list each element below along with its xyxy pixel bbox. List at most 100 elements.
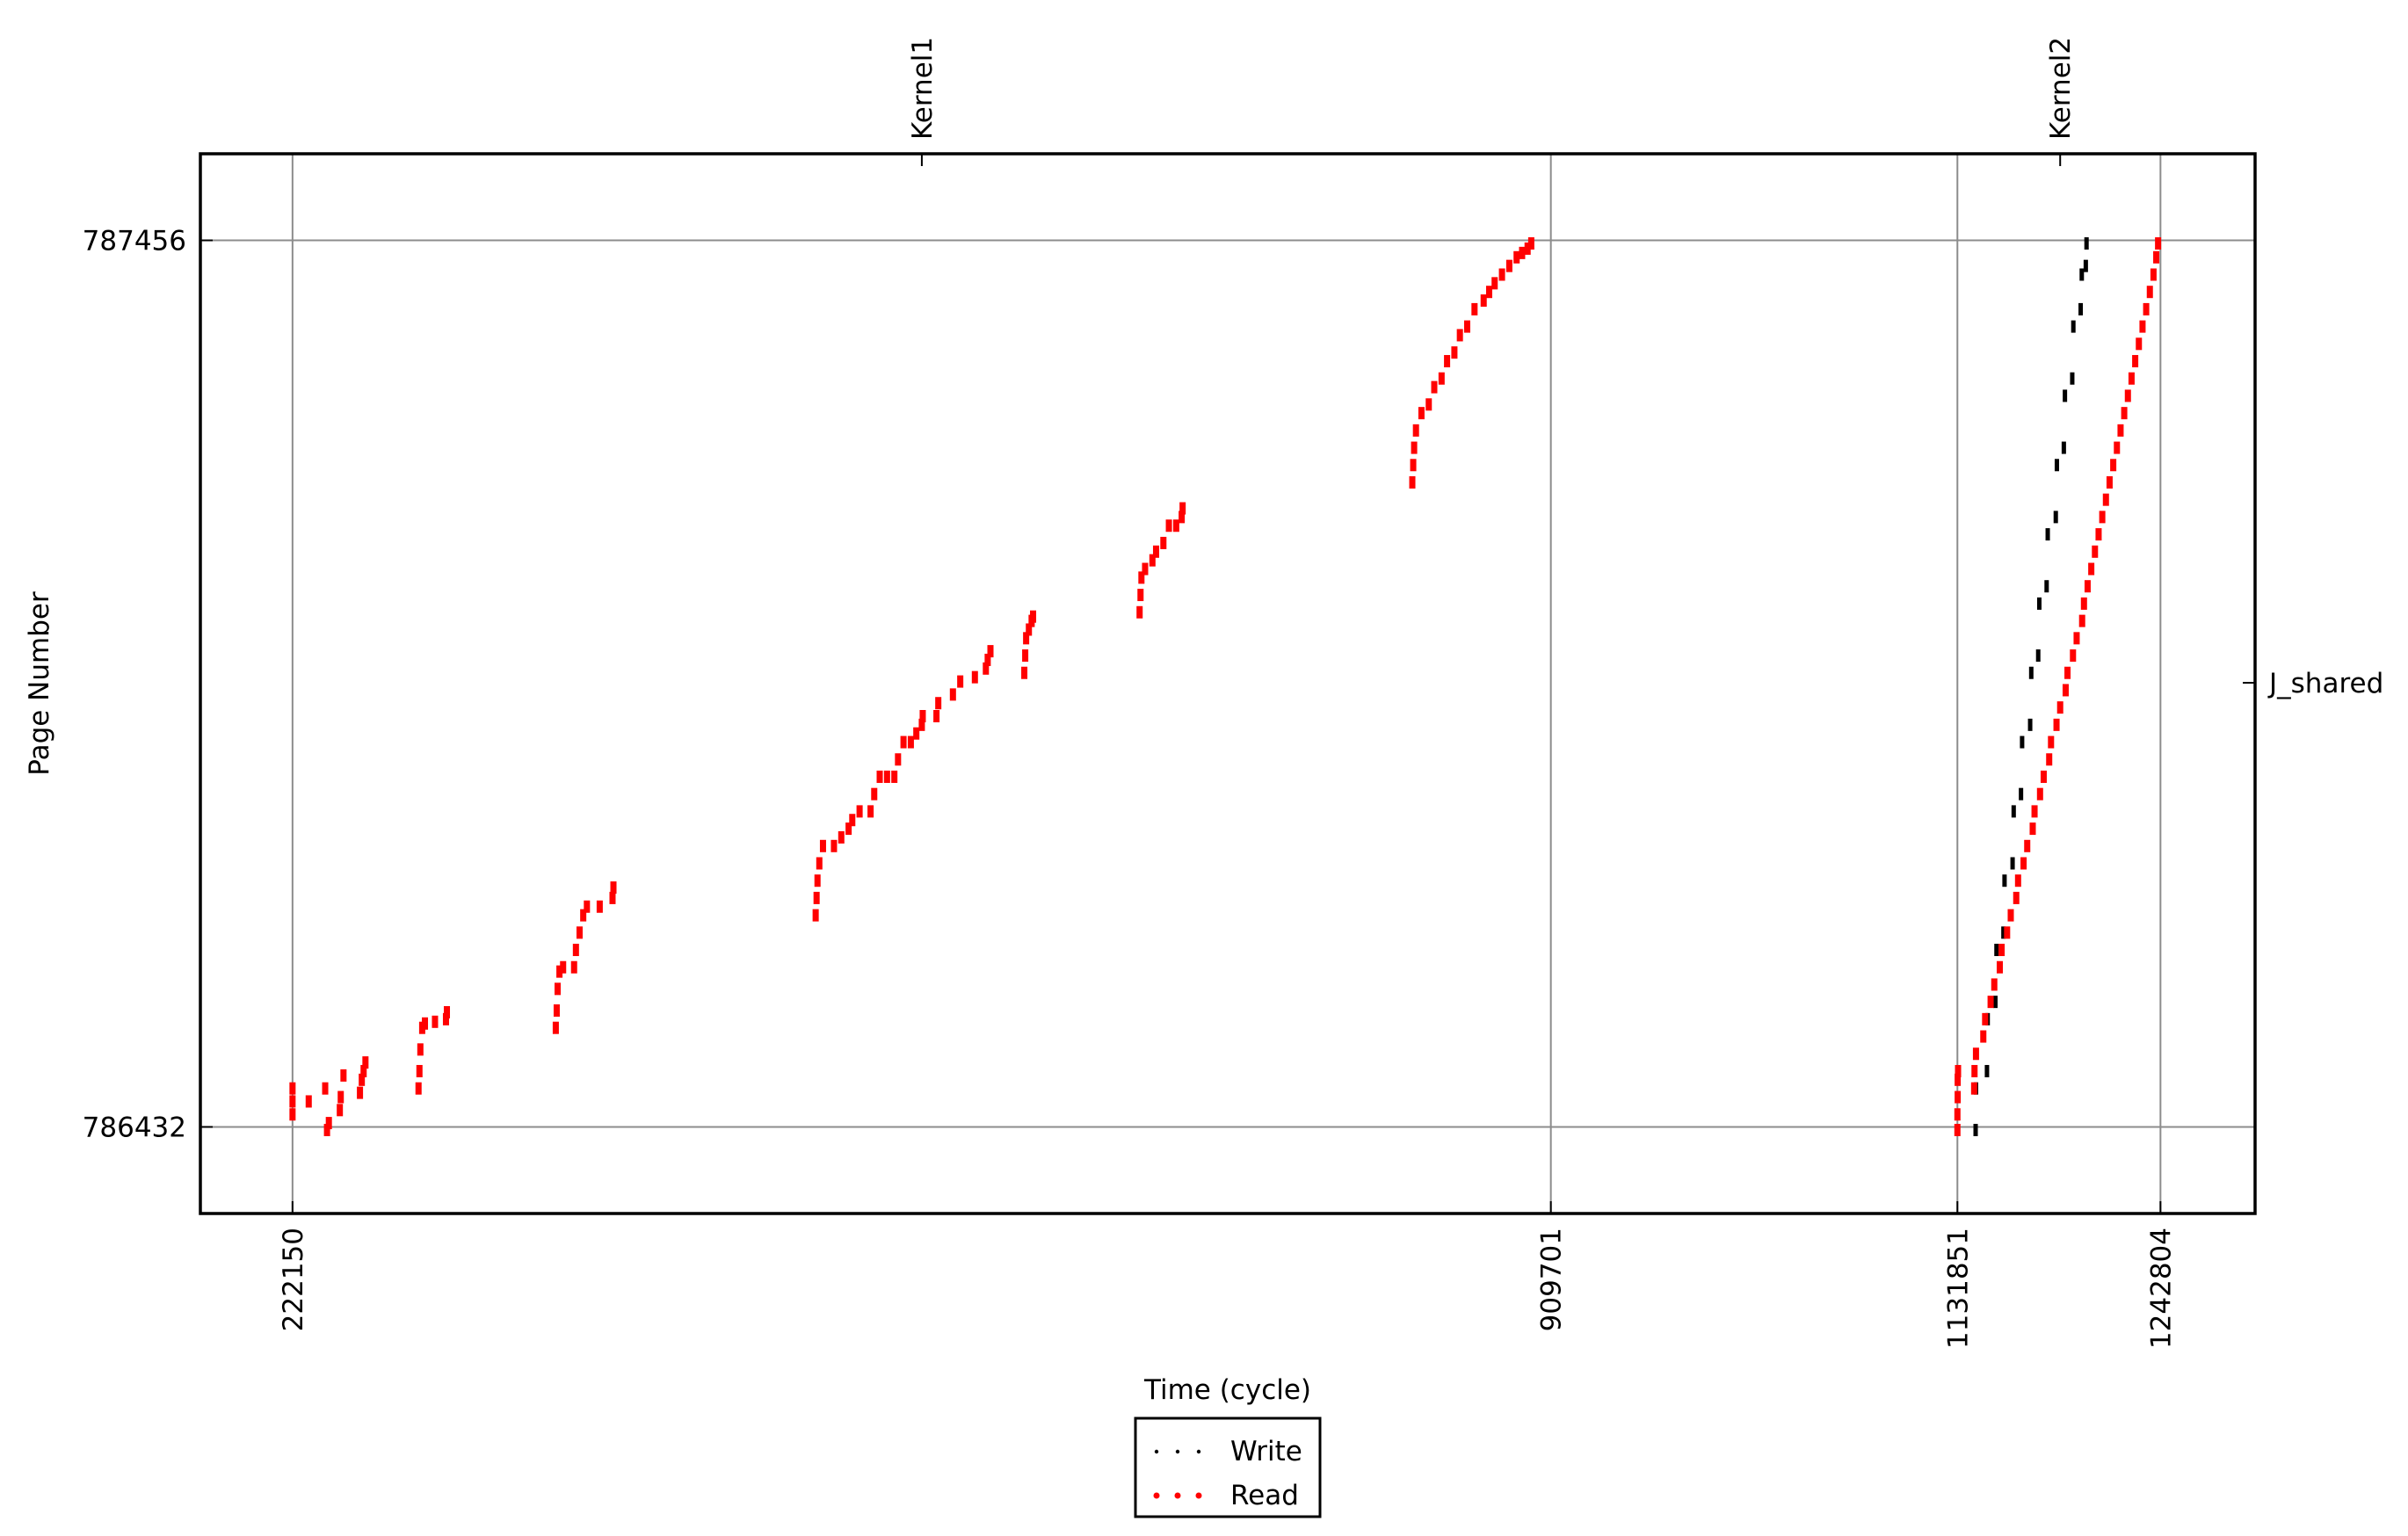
data-point	[1954, 1123, 1961, 1136]
data-point	[849, 814, 856, 827]
data-point	[1172, 519, 1179, 533]
data-point	[560, 960, 567, 974]
data-point	[415, 1082, 422, 1095]
x-tick-label: 1242804	[2145, 1228, 2177, 1349]
data-point	[2029, 822, 2036, 836]
data-point	[949, 688, 956, 701]
data-point	[907, 735, 914, 749]
x-tick-label: 222150	[278, 1228, 309, 1331]
data-point	[552, 1021, 559, 1034]
data-point	[360, 1064, 367, 1077]
data-point	[2019, 787, 2024, 801]
legend-marker	[1154, 1449, 1159, 1454]
data-point	[1994, 944, 1999, 957]
data-point	[2110, 459, 2117, 472]
data-point	[2007, 909, 2014, 922]
data-point	[1991, 978, 1998, 991]
data-point	[1987, 996, 1994, 1009]
data-point	[1026, 623, 1033, 636]
data-point	[2136, 337, 2143, 351]
data-point	[1972, 1047, 1979, 1061]
series-read	[289, 237, 2162, 1136]
data-point	[2073, 632, 2080, 645]
data-point	[2010, 857, 2015, 870]
data-point	[1136, 605, 1143, 619]
data-point	[830, 839, 838, 852]
data-point	[2061, 441, 2066, 454]
data-point	[1165, 519, 1172, 533]
grid-lines	[200, 154, 2255, 1214]
data-point	[1982, 1012, 1989, 1025]
data-point	[1955, 1064, 1962, 1077]
data-point	[871, 787, 878, 801]
data-point	[1980, 1030, 1987, 1043]
data-point	[814, 874, 821, 888]
data-point	[987, 645, 994, 658]
data-point	[2014, 874, 2021, 888]
data-point	[432, 1015, 439, 1028]
data-point	[1480, 294, 1487, 308]
data-point	[2056, 701, 2063, 714]
data-point	[2002, 874, 2007, 888]
x-tick-label: 909701	[1536, 1228, 1568, 1331]
data-point	[1160, 536, 1167, 549]
x-tick-label: 1131851	[1942, 1228, 1974, 1349]
data-point	[1409, 475, 1416, 489]
data-point	[1152, 545, 1159, 558]
data-point	[2064, 666, 2071, 679]
data-point	[1456, 329, 1463, 342]
data-point	[2146, 286, 2153, 299]
data-point	[1973, 1123, 1978, 1136]
data-point	[2095, 528, 2102, 541]
data-point	[1992, 996, 1998, 1009]
data-point	[2070, 649, 2077, 663]
axis-ticks: 222150 909701 1131851 1242804 786432 787456 Ke…	[83, 37, 2384, 1349]
data-point	[2040, 770, 2047, 783]
right-tick-label: J_shared	[2267, 668, 2383, 699]
data-point	[2062, 684, 2069, 697]
data-point	[323, 1123, 330, 1136]
data-point	[856, 805, 863, 818]
data-point	[322, 1082, 329, 1095]
legend-label: Read	[1230, 1480, 1299, 1511]
data-point	[2011, 805, 2016, 818]
top-tick-label: Kernel1	[907, 37, 939, 140]
legend-marker	[1195, 1492, 1202, 1499]
data-point	[913, 727, 920, 740]
data-point	[2028, 666, 2034, 679]
legend-marker	[1174, 1492, 1181, 1499]
data-point	[1513, 250, 1520, 264]
data-point	[556, 965, 563, 978]
data-point	[289, 1108, 296, 1121]
data-point	[337, 1104, 344, 1117]
data-point	[2079, 268, 2085, 281]
data-point	[1438, 372, 1445, 385]
data-point	[1412, 424, 1419, 437]
data-point	[1954, 1108, 1961, 1121]
data-point	[2046, 753, 2053, 766]
data-point	[883, 770, 890, 783]
data-point	[2053, 511, 2058, 524]
series-write	[1973, 237, 2089, 1136]
data-point	[2027, 718, 2033, 731]
x-axis-label: Time (cycle)	[1143, 1374, 1311, 1406]
data-point	[1022, 649, 1029, 663]
data-points	[289, 237, 2162, 1136]
data-point	[1418, 407, 1425, 420]
data-point	[2083, 259, 2088, 272]
data-point	[1138, 571, 1145, 584]
data-point	[1984, 1064, 1990, 1077]
data-point	[555, 982, 562, 996]
data-point	[1998, 944, 2005, 957]
data-point	[357, 1086, 364, 1099]
data-point	[1179, 511, 1186, 524]
data-point	[444, 1005, 451, 1018]
data-point	[416, 1064, 423, 1077]
data-point	[580, 909, 587, 922]
data-point	[1471, 302, 1478, 315]
data-point	[984, 653, 991, 666]
data-point	[305, 1095, 312, 1108]
data-point	[1955, 1090, 1962, 1104]
data-point	[2078, 302, 2084, 315]
